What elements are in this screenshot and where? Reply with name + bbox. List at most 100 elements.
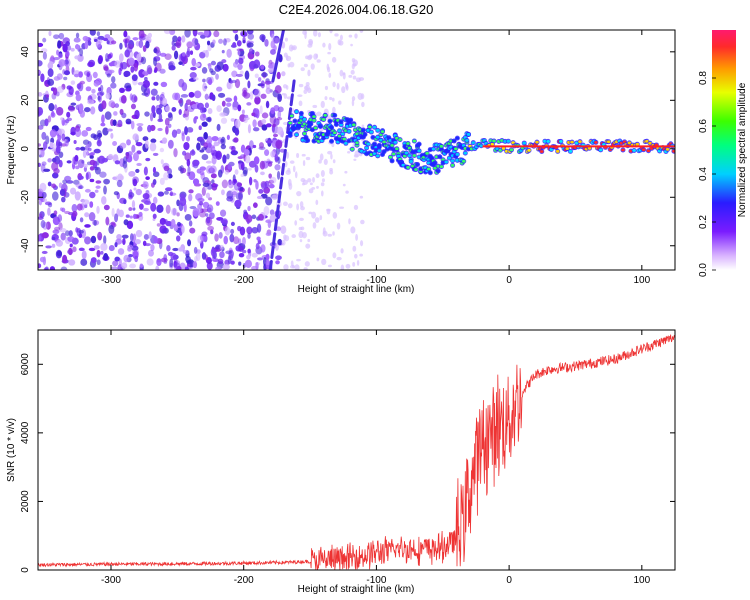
noise-speckle	[231, 70, 238, 78]
ridge-cell	[646, 149, 651, 153]
noise-speckle-faint	[339, 34, 343, 41]
noise-speckle	[101, 114, 105, 124]
ridge-cell	[479, 144, 484, 148]
noise-speckle	[165, 125, 169, 135]
ridge-cell	[498, 148, 503, 152]
noise-speckle	[276, 71, 281, 80]
noise-speckle	[196, 102, 204, 110]
noise-speckle	[178, 108, 182, 116]
noise-speckle	[270, 107, 276, 115]
noise-speckle	[125, 214, 130, 218]
noise-speckle	[277, 93, 283, 102]
noise-speckle-faint	[301, 231, 307, 239]
noise-speckle-faint	[304, 261, 310, 267]
noise-speckle-faint	[296, 153, 300, 159]
noise-speckle	[103, 204, 110, 211]
noise-speckle	[247, 167, 252, 171]
noise-speckle	[119, 87, 125, 93]
ridge-cell	[672, 149, 675, 153]
ridge-cell	[568, 149, 573, 153]
noise-speckle	[47, 158, 53, 163]
noise-speckle-faint	[315, 199, 319, 206]
noise-speckle	[64, 59, 69, 65]
noise-speckle	[104, 34, 111, 39]
noise-speckle	[253, 64, 259, 69]
noise-speckle	[101, 100, 107, 110]
snr-x-tick-label: -200	[234, 575, 254, 586]
ridge-cell	[302, 132, 307, 135]
noise-speckle	[142, 45, 147, 53]
noise-speckle	[132, 176, 139, 184]
noise-speckle	[136, 53, 142, 62]
noise-speckle	[108, 153, 114, 160]
snr-series-line	[38, 334, 675, 570]
ridge-cell	[361, 128, 366, 132]
noise-speckle	[131, 245, 139, 251]
noise-speckle-faint	[315, 173, 320, 179]
noise-speckle	[269, 176, 277, 184]
noise-speckle	[238, 160, 244, 164]
noise-speckle	[205, 160, 212, 164]
noise-speckle	[95, 180, 102, 184]
noise-speckle	[246, 102, 252, 106]
noise-speckle	[238, 245, 244, 252]
ridge-cell	[305, 139, 310, 142]
noise-speckle	[247, 80, 251, 89]
noise-speckle	[78, 103, 84, 112]
ridge-cell	[390, 159, 394, 163]
noise-speckle	[237, 50, 241, 56]
ridge-cell	[328, 119, 332, 123]
noise-speckle	[64, 210, 71, 215]
noise-speckle	[96, 205, 100, 214]
noise-speckle	[164, 117, 170, 126]
noise-speckle	[206, 165, 213, 174]
noise-speckle	[128, 171, 136, 177]
noise-speckle	[52, 191, 59, 201]
noise-speckle	[201, 154, 209, 161]
noise-speckle-faint	[359, 30, 364, 33]
ridge-cell	[407, 154, 412, 158]
noise-speckle-faint	[311, 211, 317, 219]
snr-x-tick-label: -300	[101, 575, 121, 586]
noise-speckle-faint	[296, 258, 301, 262]
noise-speckle	[47, 207, 51, 216]
noise-speckle	[100, 122, 106, 127]
noise-speckle	[96, 259, 101, 266]
noise-speckle	[188, 91, 195, 98]
noise-speckle	[51, 148, 56, 152]
noise-speckle	[186, 263, 191, 268]
noise-speckle	[244, 259, 252, 269]
noise-speckle	[211, 135, 219, 142]
ridge-cell	[391, 152, 396, 156]
snr-y-tick-label: 4000	[20, 421, 31, 444]
noise-speckle	[39, 256, 46, 263]
noise-speckle	[47, 181, 52, 187]
noise-speckle	[133, 187, 137, 191]
noise-speckle	[121, 112, 127, 119]
noise-speckle	[199, 113, 207, 121]
noise-speckle	[117, 248, 125, 255]
noise-speckle	[219, 112, 227, 117]
noise-speckle	[167, 251, 174, 257]
noise-speckle	[125, 118, 132, 125]
noise-speckle-faint	[285, 54, 289, 61]
noise-speckle-faint	[302, 179, 308, 185]
noise-speckle	[223, 235, 228, 245]
ridge-cell	[375, 154, 380, 158]
noise-speckle	[217, 92, 226, 98]
noise-speckle	[110, 221, 116, 226]
noise-speckle	[145, 40, 150, 49]
ridge-cell	[606, 140, 611, 144]
noise-speckle	[123, 199, 127, 205]
noise-speckle	[144, 139, 149, 149]
noise-speckle	[89, 30, 96, 36]
noise-speckle-faint	[352, 75, 357, 80]
noise-speckle	[80, 146, 86, 151]
noise-speckle	[183, 142, 190, 151]
noise-speckle	[112, 260, 119, 267]
noise-speckle	[125, 152, 129, 160]
noise-speckle	[131, 144, 136, 153]
noise-speckle	[108, 69, 115, 74]
noise-speckle	[137, 126, 143, 132]
noise-speckle	[55, 239, 64, 247]
